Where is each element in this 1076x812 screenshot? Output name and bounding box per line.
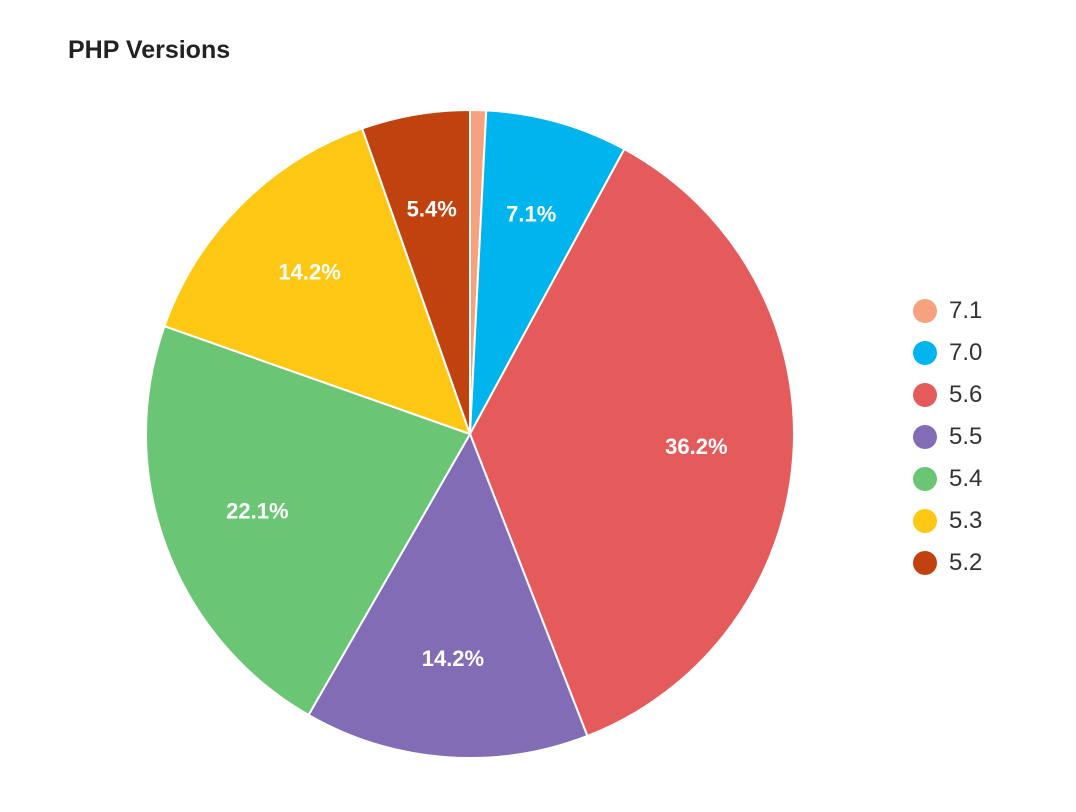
legend-item-5-2[interactable]: 5.2 [913,542,982,584]
legend-item-7-0[interactable]: 7.0 [913,332,982,374]
legend-label: 5.2 [949,549,983,576]
pie-slices [145,108,795,759]
legend-label: 5.5 [949,423,983,450]
legend-swatch [913,299,937,323]
legend-item-5-4[interactable]: 5.4 [913,458,982,500]
legend-swatch [913,509,937,533]
legend-label: 5.3 [949,507,983,534]
slice-label-7-0: 7.1% [506,201,556,226]
legend-item-5-3[interactable]: 5.3 [913,500,982,542]
pie-slice-5-4[interactable] [145,324,472,717]
chart-legend: 7.1 7.0 5.6 5.5 5.4 5.3 5.2 [913,290,982,584]
pie-slice-5-2[interactable] [360,108,471,435]
slice-label-5-5: 14.2% [422,646,484,671]
slice-label-5-2: 5.4% [407,196,457,221]
slice-label-5-4: 22.1% [226,499,288,524]
pie-slice-5-3[interactable] [163,127,472,436]
legend-label: 5.4 [949,465,983,492]
legend-label: 7.1 [949,297,983,324]
legend-swatch [913,551,937,575]
legend-item-5-5[interactable]: 5.5 [913,416,982,458]
legend-swatch [913,341,937,365]
pie-slice-5-6[interactable] [468,147,795,738]
slice-label-5-3: 14.2% [278,259,340,284]
pie-slice-7-0[interactable] [469,109,626,435]
legend-label: 5.6 [949,381,983,408]
chart-title: PHP Versions [68,36,231,64]
legend-swatch [913,425,937,449]
slice-label-5-6: 36.2% [665,434,727,459]
legend-swatch [913,383,937,407]
legend-swatch [913,467,937,491]
legend-item-5-6[interactable]: 5.6 [913,374,982,416]
legend-label: 7.0 [949,339,983,366]
pie-labels: 7.1% 36.2% 14.2% 22.1% 14.2% 5.4% [226,196,727,671]
legend-item-7-1[interactable]: 7.1 [913,290,982,332]
pie-slice-5-5[interactable] [307,431,589,759]
